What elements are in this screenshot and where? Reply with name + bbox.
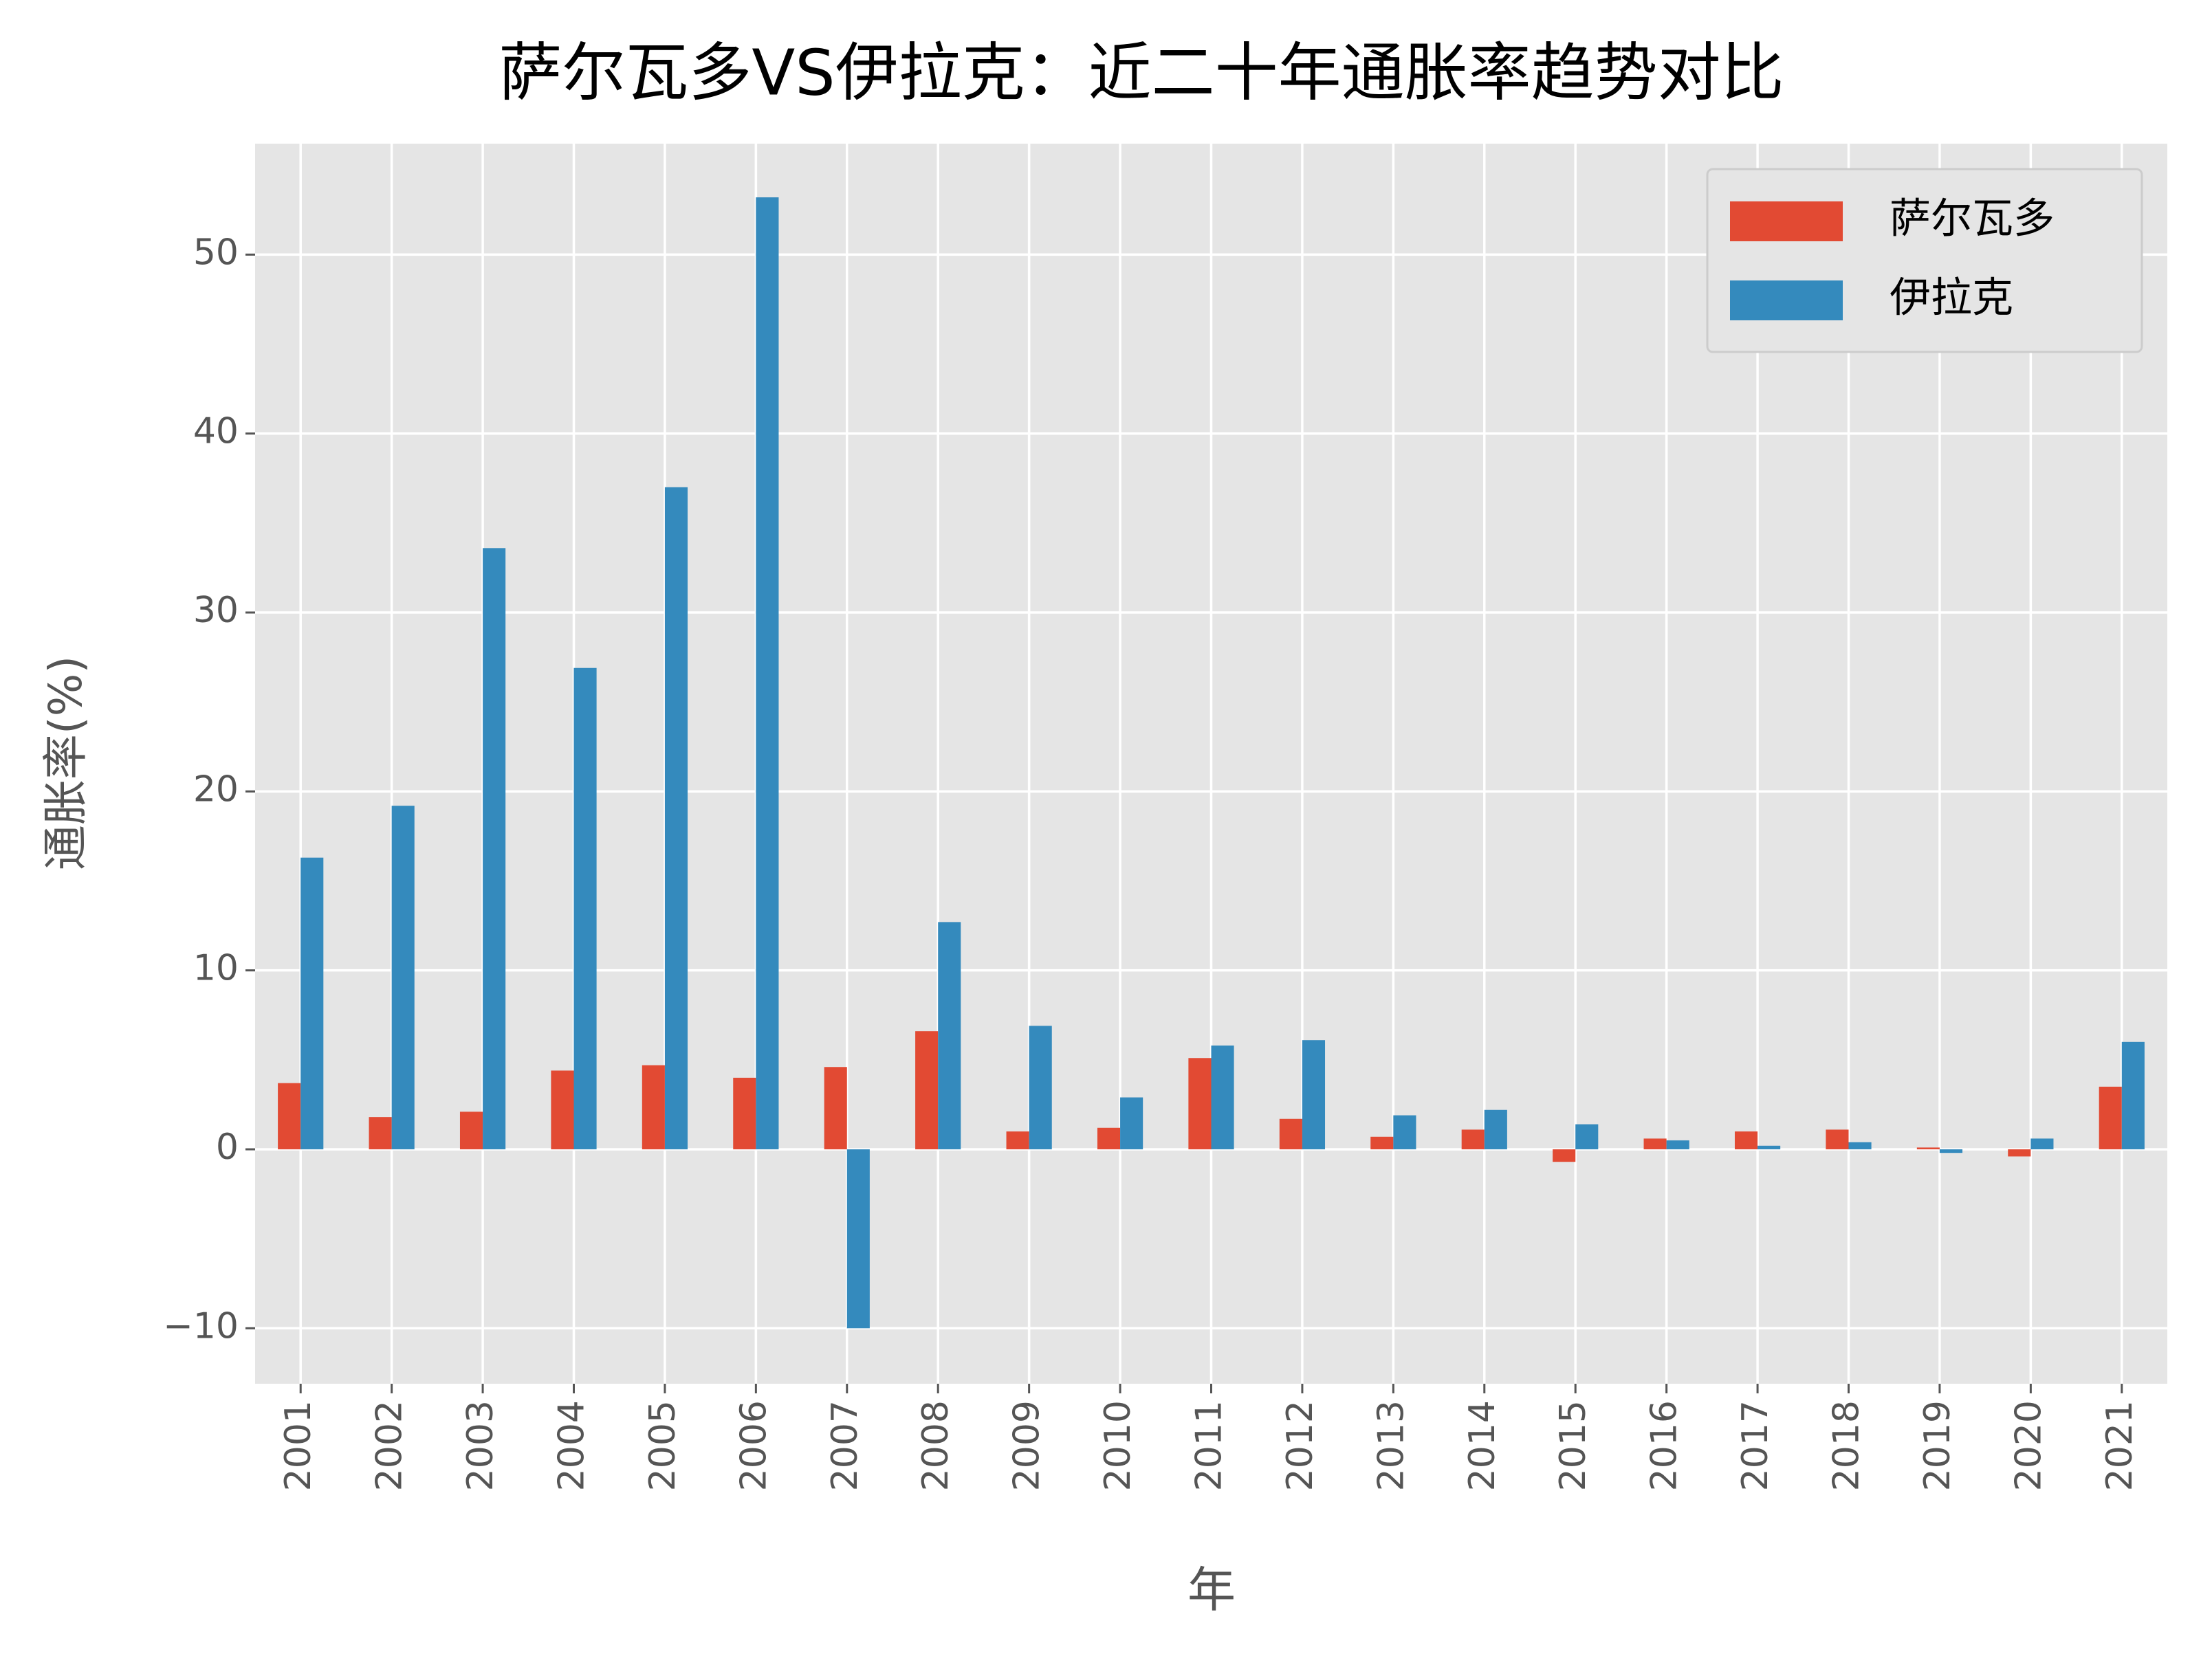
bar — [1279, 1118, 1302, 1149]
bar — [2121, 1041, 2145, 1149]
bar — [642, 1065, 665, 1149]
bar — [824, 1067, 847, 1149]
y-tick-label: 0 — [216, 1127, 239, 1168]
bar — [846, 1149, 870, 1329]
y-tick-label: 10 — [193, 948, 239, 989]
y-tick-label: 20 — [193, 769, 239, 810]
bar — [573, 667, 597, 1149]
bar — [2008, 1149, 2031, 1157]
x-axis-label: 年 — [1187, 1562, 1236, 1618]
x-tick-label: 2016 — [1644, 1400, 1685, 1491]
x-tick-label: 2020 — [2008, 1400, 2049, 1491]
x-tick-label: 2011 — [1189, 1400, 1230, 1491]
bar — [1848, 1142, 1872, 1149]
x-tick-label: 2004 — [551, 1400, 593, 1491]
y-axis-label: 通胀率(%) — [39, 656, 92, 870]
bar — [459, 1112, 483, 1149]
bar — [733, 1077, 756, 1149]
bar — [1120, 1097, 1143, 1149]
y-tick-label: −10 — [163, 1305, 239, 1347]
y-tick-label: 30 — [193, 590, 239, 631]
x-tick-label: 2007 — [824, 1400, 866, 1491]
bar — [1006, 1131, 1029, 1149]
x-tick-label: 2018 — [1826, 1400, 1868, 1491]
x-tick-label: 2006 — [733, 1400, 774, 1491]
legend-label: 伊拉克 — [1890, 274, 2013, 322]
x-tick-label: 2005 — [642, 1400, 683, 1491]
bar — [756, 197, 779, 1149]
y-tick-label: 40 — [193, 411, 239, 452]
bar — [1666, 1140, 1689, 1149]
bar — [2030, 1138, 2054, 1149]
x-tick-label: 2008 — [915, 1400, 956, 1491]
legend-label: 萨尔瓦多 — [1890, 195, 2055, 243]
x-tick-label: 2013 — [1370, 1400, 1412, 1491]
bar — [1553, 1149, 1576, 1162]
bar — [1484, 1109, 1507, 1149]
x-tick-label: 2010 — [1097, 1400, 1139, 1491]
bar — [1575, 1124, 1599, 1149]
bar — [1734, 1131, 1758, 1149]
x-tick-label: 2019 — [1917, 1400, 1958, 1491]
bar — [1757, 1145, 1781, 1149]
bar — [1393, 1115, 1416, 1149]
bar — [2099, 1086, 2122, 1149]
bar — [551, 1070, 574, 1149]
bar — [300, 857, 324, 1149]
x-tick-label: 2009 — [1007, 1400, 1048, 1491]
y-tick-label: 50 — [193, 232, 239, 273]
x-tick-label: 2021 — [2099, 1400, 2140, 1491]
x-tick-label: 2017 — [1735, 1400, 1776, 1491]
bar — [483, 548, 506, 1149]
x-tick-label: 2015 — [1553, 1400, 1594, 1491]
legend-swatch — [1730, 201, 1843, 241]
bar — [915, 1031, 939, 1149]
bar — [1461, 1129, 1485, 1149]
bar — [1029, 1026, 1052, 1149]
x-tick-label: 2002 — [369, 1400, 410, 1491]
bar — [1302, 1040, 1326, 1149]
bar — [391, 806, 415, 1149]
bar — [278, 1083, 301, 1149]
bar — [938, 922, 961, 1149]
bar — [1643, 1138, 1667, 1149]
bar — [1370, 1136, 1394, 1149]
bar — [1939, 1149, 1963, 1153]
legend-swatch — [1730, 280, 1843, 320]
bar — [1826, 1129, 1849, 1149]
bar — [664, 487, 688, 1149]
x-tick-label: 2001 — [278, 1400, 319, 1491]
bar — [369, 1117, 392, 1149]
x-tick-label: 2003 — [460, 1400, 501, 1491]
x-tick-label: 2012 — [1280, 1400, 1321, 1491]
bar — [1097, 1127, 1121, 1149]
chart-title: 萨尔瓦多VS伊拉克：近二十年通胀率趋势对比 — [499, 36, 1784, 109]
bar — [1211, 1046, 1234, 1149]
bar — [1916, 1147, 1940, 1149]
bar — [1188, 1058, 1212, 1149]
x-tick-label: 2014 — [1462, 1400, 1503, 1491]
